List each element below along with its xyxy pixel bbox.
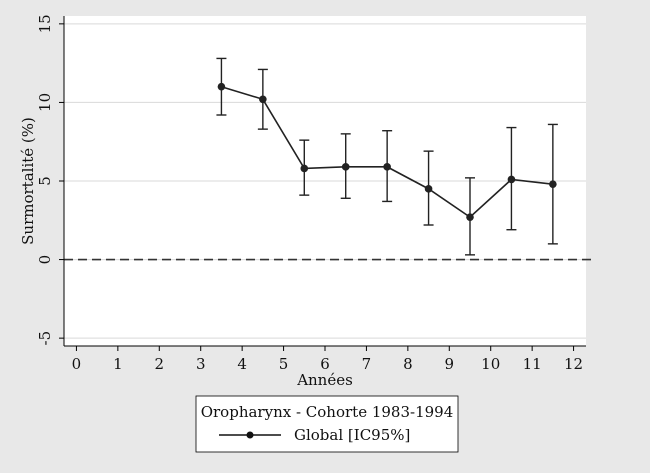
- x-tick-label: 4: [237, 355, 247, 373]
- data-point: [300, 164, 309, 173]
- series-global: [216, 57, 558, 256]
- x-tick-label: 9: [445, 355, 455, 373]
- data-point: [217, 82, 226, 91]
- data-point: [341, 163, 350, 171]
- y-tick-label: 5: [36, 176, 54, 186]
- x-tick-label: 2: [155, 355, 165, 373]
- y-ticks: -5 0 5 10 15: [36, 14, 64, 345]
- legend-box: [195, 395, 459, 453]
- legend-entry-label: Global [IC95%]: [294, 426, 410, 444]
- data-point: [259, 95, 267, 104]
- data-point: [549, 180, 557, 188]
- x-tick-label: 10: [481, 355, 500, 373]
- x-axis-label: Années: [296, 371, 353, 389]
- y-tick-label: 0: [36, 255, 54, 265]
- data-point: [507, 175, 516, 184]
- data-point: [383, 163, 391, 171]
- x-tick-label: 11: [523, 355, 542, 373]
- x-tick-label: 8: [403, 355, 413, 373]
- y-tick-label: -5: [36, 331, 54, 346]
- data-point: [466, 213, 474, 221]
- x-tick-label: 1: [113, 355, 123, 373]
- y-tick-label: 15: [36, 14, 54, 33]
- x-tick-label: 6: [320, 355, 330, 373]
- x-tick-label: 3: [196, 355, 206, 373]
- x-tick-label: 7: [362, 355, 372, 373]
- x-tick-label: 0: [72, 355, 82, 373]
- x-ticks: 0 1 2 3 4 5 6 7 8 9 10 11 12: [72, 346, 583, 373]
- legend-title: Oropharynx - Cohorte 1983-1994: [201, 403, 454, 421]
- legend-marker-swatch: [246, 431, 254, 439]
- y-axis-label: Surmortalité (%): [19, 117, 37, 245]
- legend: Oropharynx - Cohorte 1983-1994 Global [I…: [195, 395, 459, 453]
- x-tick-label: 5: [279, 355, 289, 373]
- y-tick-label: 10: [36, 93, 54, 112]
- data-point: [424, 185, 433, 193]
- x-tick-label: 12: [564, 355, 583, 373]
